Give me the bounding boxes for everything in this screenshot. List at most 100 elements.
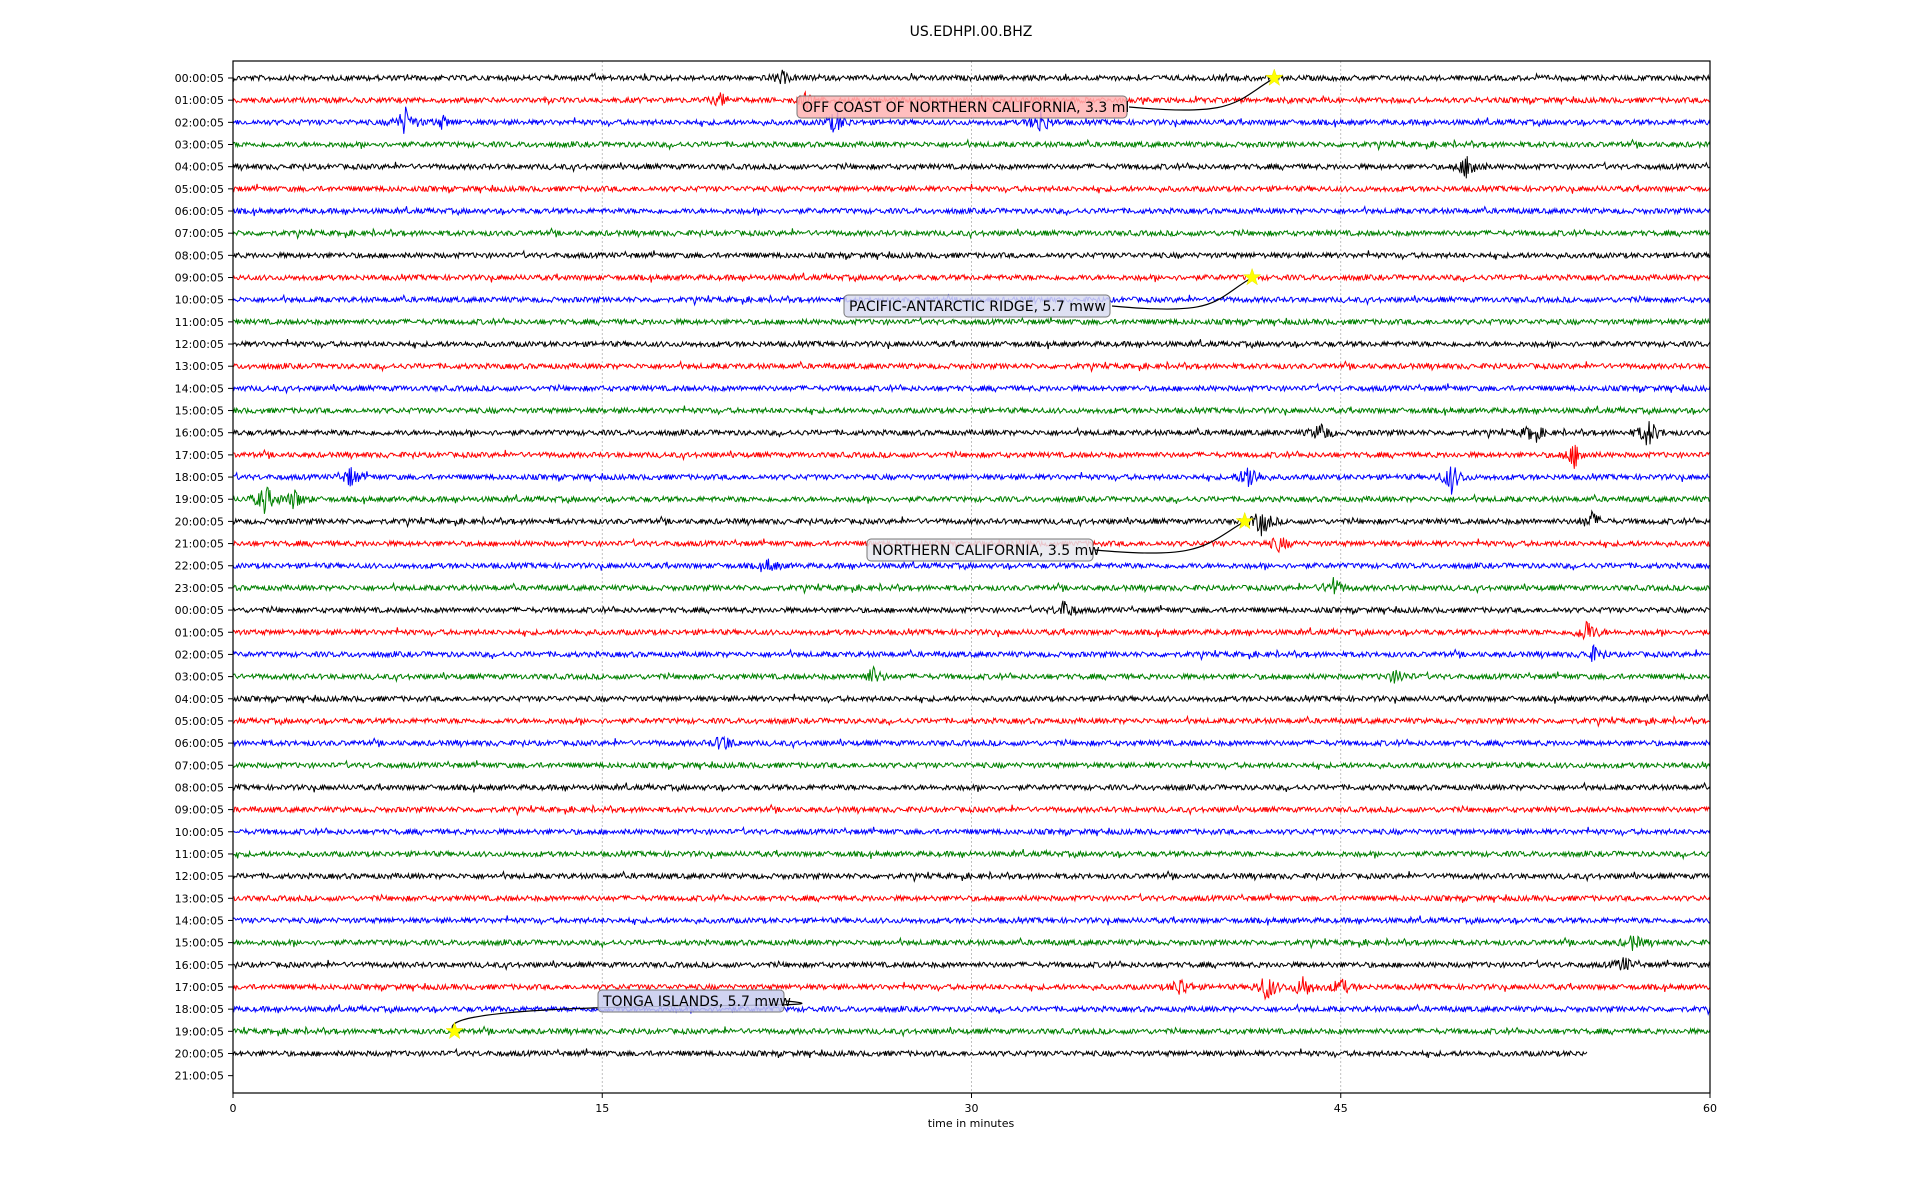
event-star-icon	[1242, 267, 1262, 286]
seismic-trace	[232, 869, 1711, 883]
y-tick-label: 18:00:05	[175, 471, 224, 484]
y-tick-label: 21:00:05	[175, 1070, 224, 1083]
seismic-trace	[232, 714, 1711, 728]
y-tick-label: 17:00:05	[175, 449, 224, 462]
y-tick-label: 09:00:05	[175, 272, 224, 285]
y-tick-label: 08:00:05	[175, 781, 224, 794]
y-tick-label: 11:00:05	[175, 848, 224, 861]
y-tick-label: 10:00:05	[175, 826, 224, 839]
seismic-trace	[232, 359, 1711, 374]
x-tick-label: 30	[965, 1102, 979, 1115]
event-connector	[1111, 277, 1253, 310]
event-label: NORTHERN CALIFORNIA, 3.5 mw	[872, 543, 1100, 559]
y-tick-label: 12:00:05	[175, 338, 224, 351]
seismic-trace	[232, 382, 1711, 395]
event-label: TONGA ISLANDS, 5.7 mww	[602, 994, 791, 1010]
seismic-trace	[232, 509, 1711, 537]
event-label: OFF COAST OF NORTHERN CALIFORNIA, 3.3 ml	[802, 100, 1129, 116]
seismic-trace	[232, 138, 1711, 152]
y-tick-label: 00:00:05	[175, 604, 224, 617]
y-tick-label: 05:00:05	[175, 183, 224, 196]
event-star-icon	[1235, 511, 1255, 530]
event-annotation: OFF COAST OF NORTHERN CALIFORNIA, 3.3 ml	[796, 68, 1284, 119]
seismic-trace	[232, 405, 1711, 416]
y-tick-label: 08:00:05	[175, 249, 224, 262]
event-label-box	[843, 294, 1111, 318]
seismic-trace	[232, 272, 1711, 283]
seismic-trace	[232, 106, 1711, 134]
event-star-icon	[1264, 68, 1284, 86]
seismic-trace	[232, 693, 1711, 704]
event-label-box	[866, 538, 1094, 562]
y-tick-label: 02:00:05	[175, 648, 224, 661]
seismic-trace	[232, 466, 1711, 495]
y-tick-label: 10:00:05	[175, 294, 224, 307]
seismic-trace	[232, 976, 1711, 1001]
y-tick-label: 20:00:05	[175, 515, 224, 528]
seismic-trace	[232, 892, 1711, 903]
y-axis: 00:00:05 01:00:05 02:00:05 03:00:05 04:00:05…	[175, 72, 233, 1083]
event-annotation: NORTHERN CALIFORNIA, 3.5 mw	[866, 511, 1255, 562]
y-tick-label: 06:00:05	[175, 205, 224, 218]
x-tick-label: 45	[1334, 1102, 1348, 1115]
y-tick-label: 07:00:05	[175, 759, 224, 772]
seismic-trace	[232, 1047, 1588, 1059]
y-tick-label: 13:00:05	[175, 892, 224, 905]
seismic-trace	[232, 156, 1711, 179]
y-tick-label: 01:00:05	[175, 626, 224, 639]
y-tick-label: 04:00:05	[175, 161, 224, 174]
event-label-box	[597, 989, 785, 1013]
y-tick-label: 14:00:05	[175, 382, 224, 395]
seismic-trace	[232, 227, 1711, 241]
seismic-trace	[232, 803, 1711, 817]
x-axis-label: time in minutes	[928, 1117, 1015, 1130]
grid-lines	[601, 61, 1342, 1093]
event-annotation: TONGA ISLANDS, 5.7 mww	[445, 989, 803, 1040]
seismic-trace	[232, 421, 1711, 446]
y-tick-label: 18:00:05	[175, 1003, 224, 1016]
seismic-trace	[232, 183, 1711, 194]
y-tick-label: 03:00:05	[175, 139, 224, 152]
y-tick-label: 23:00:05	[175, 582, 224, 595]
event-connector	[1128, 77, 1275, 111]
y-tick-label: 07:00:05	[175, 227, 224, 240]
seismic-trace	[232, 935, 1711, 951]
seismic-trace	[232, 204, 1711, 217]
x-tick-label: 15	[595, 1102, 609, 1115]
y-tick-label: 16:00:05	[175, 959, 224, 972]
x-tick-label: 60	[1703, 1102, 1717, 1115]
y-tick-label: 01:00:05	[175, 94, 224, 107]
y-tick-label: 20:00:05	[175, 1047, 224, 1060]
y-tick-label: 21:00:05	[175, 538, 224, 551]
x-axis: 0 15 30 45 60	[230, 1093, 1717, 1115]
seismic-trace	[232, 781, 1711, 793]
y-tick-label: 19:00:05	[175, 1025, 224, 1038]
event-annotations: OFF COAST OF NORTHERN CALIFORNIA, 3.3 ml…	[445, 68, 1284, 1040]
seismic-trace	[232, 69, 1711, 85]
y-tick-label: 09:00:05	[175, 804, 224, 817]
y-tick-label: 06:00:05	[175, 737, 224, 750]
seismic-trace	[232, 643, 1711, 662]
seismic-trace	[233, 825, 1711, 837]
y-tick-label: 22:00:05	[175, 560, 224, 573]
y-tick-label: 15:00:05	[175, 405, 224, 418]
seismic-trace	[232, 915, 1711, 926]
event-connector	[1094, 520, 1246, 554]
seismic-trace	[232, 759, 1711, 771]
seismic-trace	[232, 735, 1711, 751]
seismic-trace	[232, 1025, 1711, 1038]
y-tick-label: 03:00:05	[175, 671, 224, 684]
y-tick-label: 15:00:05	[175, 937, 224, 950]
x-tick-label: 0	[230, 1102, 237, 1115]
plot-frame	[232, 60, 1711, 1094]
y-tick-label: 19:00:05	[175, 493, 224, 506]
seismic-trace	[232, 577, 1711, 595]
y-tick-label: 17:00:05	[175, 981, 224, 994]
seismic-trace	[233, 444, 1711, 469]
y-tick-label: 00:00:05	[175, 72, 224, 85]
y-tick-label: 05:00:05	[175, 715, 224, 728]
event-annotation: PACIFIC-ANTARCTIC RIDGE, 5.7 mww	[843, 267, 1262, 318]
seismic-trace	[232, 249, 1711, 261]
seismic-trace	[232, 600, 1711, 617]
